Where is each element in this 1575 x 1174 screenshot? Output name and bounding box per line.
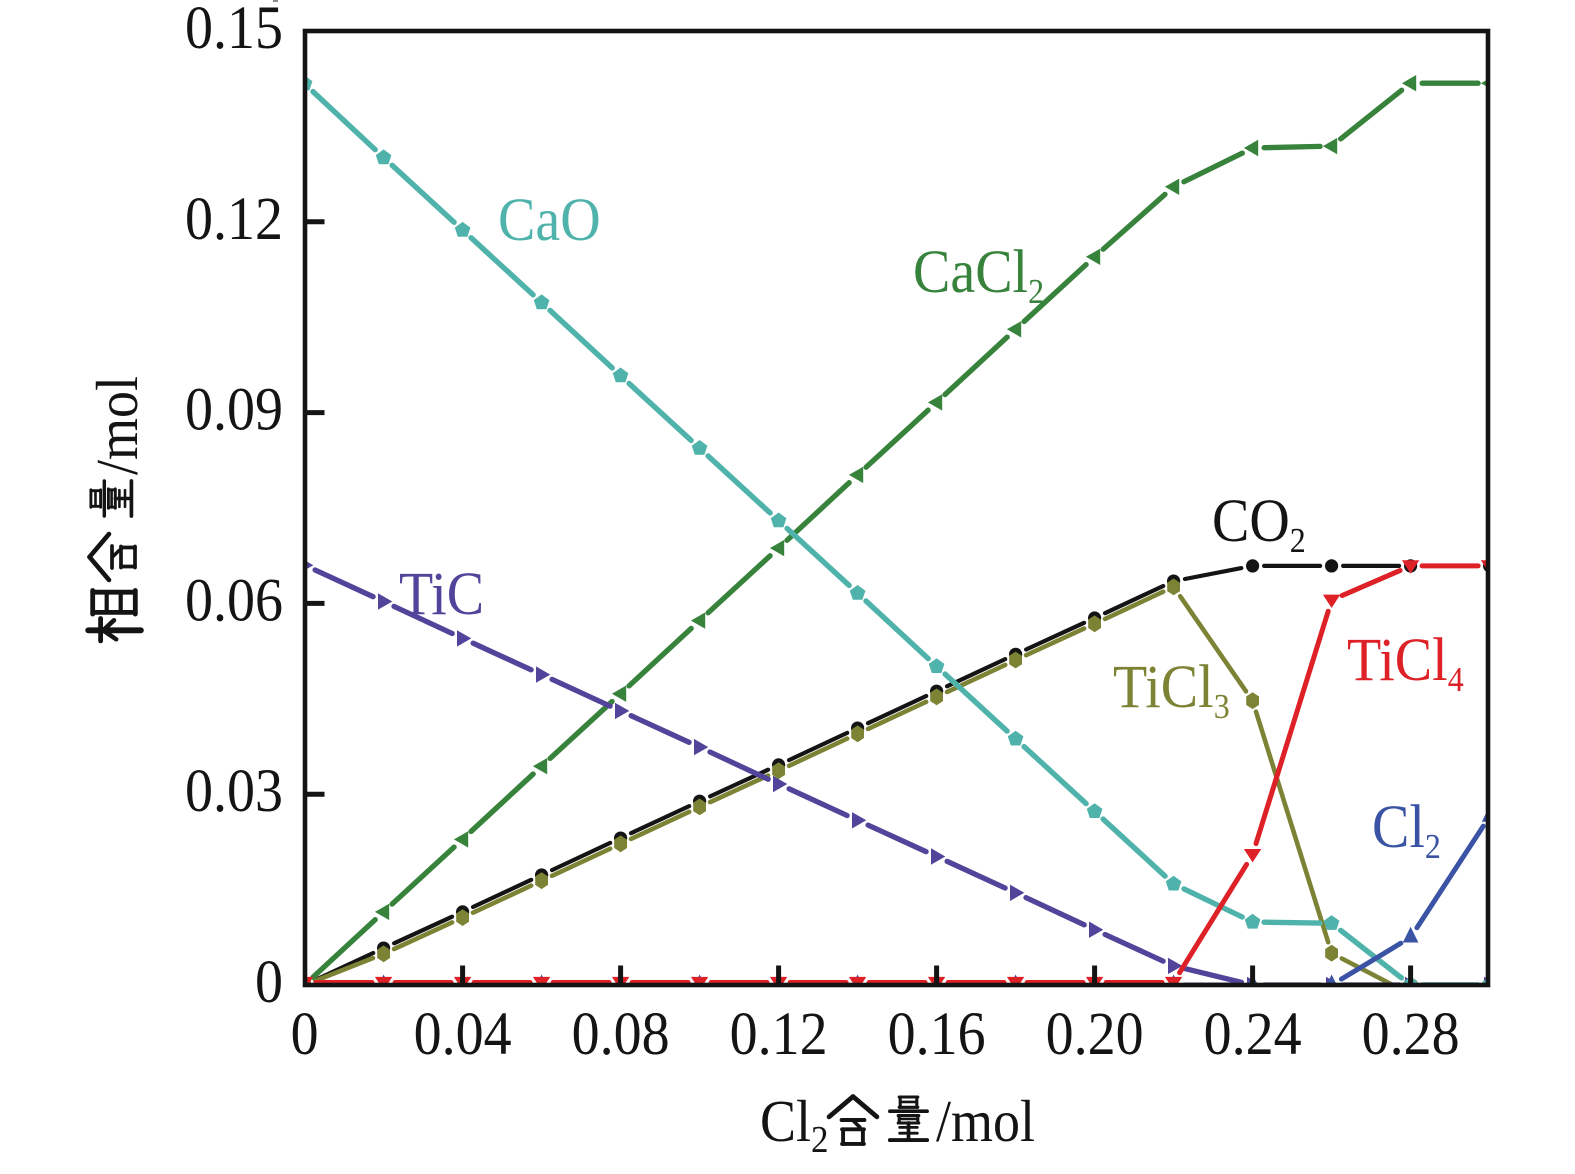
svg-text:0.15: 0.15	[185, 0, 283, 62]
svg-text:0.08: 0.08	[572, 1000, 670, 1068]
svg-text:0.16: 0.16	[888, 1000, 986, 1068]
svg-text:0.24: 0.24	[1204, 1000, 1302, 1068]
svg-text:/mol: /mol	[85, 376, 151, 475]
svg-text:CaO: CaO	[498, 186, 601, 254]
svg-text:0.28: 0.28	[1362, 1000, 1460, 1068]
svg-text:0.09: 0.09	[185, 375, 283, 443]
svg-text:TiCl3: TiCl3	[1113, 653, 1230, 727]
svg-text:0: 0	[255, 948, 283, 1016]
svg-text:0.03: 0.03	[185, 757, 283, 825]
svg-text:TiC: TiC	[399, 560, 484, 628]
svg-text:CaCl2: CaCl2	[913, 238, 1044, 312]
svg-text:0.12: 0.12	[730, 1000, 828, 1068]
svg-text:0.06: 0.06	[185, 566, 283, 634]
svg-text:0.04: 0.04	[414, 1000, 512, 1068]
svg-text:/mol: /mol	[936, 1089, 1035, 1155]
svg-text:0: 0	[291, 1000, 319, 1068]
svg-text:0.20: 0.20	[1046, 1000, 1144, 1068]
svg-text:0.12: 0.12	[185, 184, 283, 252]
svg-text:TiCl4: TiCl4	[1347, 626, 1464, 700]
